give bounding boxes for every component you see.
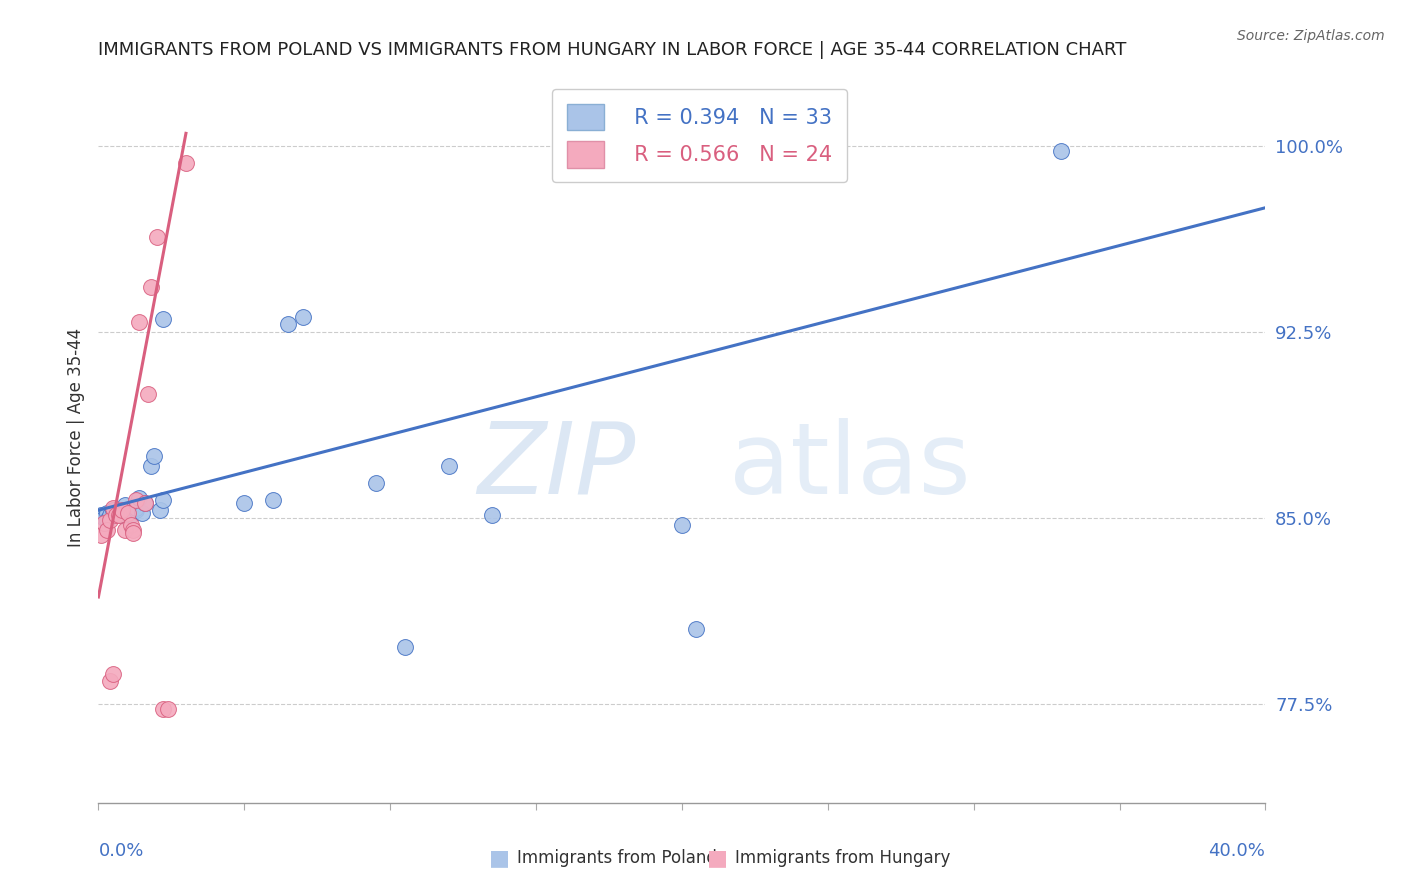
Point xyxy=(101,503,124,517)
Point xyxy=(108,508,131,523)
Point xyxy=(142,449,165,463)
Text: IMMIGRANTS FROM POLAND VS IMMIGRANTS FROM HUNGARY IN LABOR FORCE | AGE 35-44 COR: IMMIGRANTS FROM POLAND VS IMMIGRANTS FRO… xyxy=(98,41,1126,59)
Point xyxy=(101,666,124,681)
Point xyxy=(394,640,416,654)
Text: ZIP: ZIP xyxy=(477,417,636,515)
Point xyxy=(125,500,148,515)
Point xyxy=(101,500,124,515)
Text: Immigrants from Hungary: Immigrants from Hungary xyxy=(735,849,950,867)
Point xyxy=(96,506,118,520)
Point xyxy=(117,510,139,524)
Point xyxy=(122,525,145,540)
Point xyxy=(90,508,112,523)
Point xyxy=(152,312,174,326)
Point xyxy=(122,523,145,537)
Point xyxy=(364,475,387,490)
Point xyxy=(128,491,150,505)
Text: 40.0%: 40.0% xyxy=(1209,842,1265,860)
Point xyxy=(152,493,174,508)
Text: Source: ZipAtlas.com: Source: ZipAtlas.com xyxy=(1237,29,1385,43)
Point xyxy=(128,315,150,329)
Point xyxy=(174,156,197,170)
Text: Immigrants from Poland: Immigrants from Poland xyxy=(517,849,717,867)
Point xyxy=(108,503,131,517)
Point xyxy=(111,508,134,523)
Point xyxy=(96,523,118,537)
Text: 0.0%: 0.0% xyxy=(98,842,143,860)
Point xyxy=(96,513,118,527)
Point xyxy=(104,508,127,523)
Point xyxy=(262,493,284,508)
Point xyxy=(125,503,148,517)
Point xyxy=(139,280,162,294)
Point xyxy=(671,518,693,533)
Point xyxy=(93,510,115,524)
Point xyxy=(685,622,707,636)
Point xyxy=(93,516,115,530)
Text: ■: ■ xyxy=(707,848,727,868)
Point xyxy=(134,496,156,510)
Point xyxy=(152,701,174,715)
Point xyxy=(481,508,503,523)
Point xyxy=(98,513,121,527)
Point xyxy=(98,508,121,523)
Point xyxy=(131,506,153,520)
Legend:   R = 0.394   N = 33,   R = 0.566   N = 24: R = 0.394 N = 33, R = 0.566 N = 24 xyxy=(553,89,846,182)
Point xyxy=(111,503,134,517)
Point xyxy=(98,674,121,689)
Point xyxy=(117,506,139,520)
Point xyxy=(134,496,156,510)
Text: atlas: atlas xyxy=(728,417,970,515)
Point xyxy=(104,506,127,520)
Text: ■: ■ xyxy=(489,848,509,868)
Point xyxy=(125,493,148,508)
Point xyxy=(120,508,142,523)
Point xyxy=(114,523,136,537)
Point xyxy=(114,498,136,512)
Point xyxy=(136,386,159,401)
Point xyxy=(277,318,299,332)
Point xyxy=(90,528,112,542)
Point xyxy=(1050,144,1073,158)
Y-axis label: In Labor Force | Age 35-44: In Labor Force | Age 35-44 xyxy=(66,327,84,547)
Point xyxy=(120,518,142,533)
Point xyxy=(149,503,172,517)
Point xyxy=(437,458,460,473)
Point xyxy=(146,230,169,244)
Point xyxy=(139,458,162,473)
Point xyxy=(157,701,180,715)
Point xyxy=(233,496,256,510)
Point xyxy=(291,310,314,324)
